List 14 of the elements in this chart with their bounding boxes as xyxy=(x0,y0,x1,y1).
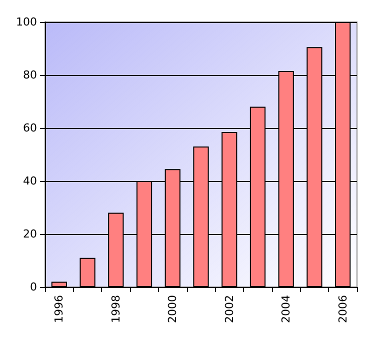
bar xyxy=(51,282,67,287)
bar xyxy=(80,258,96,287)
x-tick-label: 2002 xyxy=(222,295,236,323)
x-tick-label: 2006 xyxy=(336,295,350,323)
y-tick-label: 40 xyxy=(23,174,37,188)
x-tick-label: 2004 xyxy=(280,295,293,323)
x-tick-label: 1996 xyxy=(52,295,66,323)
x-tick-label: 2000 xyxy=(166,295,180,323)
x-tick-label: 1998 xyxy=(109,295,122,323)
y-tick-label: 60 xyxy=(23,122,37,134)
y-tick-label: 80 xyxy=(23,68,37,82)
y-tick-label: 0 xyxy=(30,280,37,294)
y-tick-label: 20 xyxy=(23,228,37,240)
y-tick-label: 100 xyxy=(16,16,37,28)
